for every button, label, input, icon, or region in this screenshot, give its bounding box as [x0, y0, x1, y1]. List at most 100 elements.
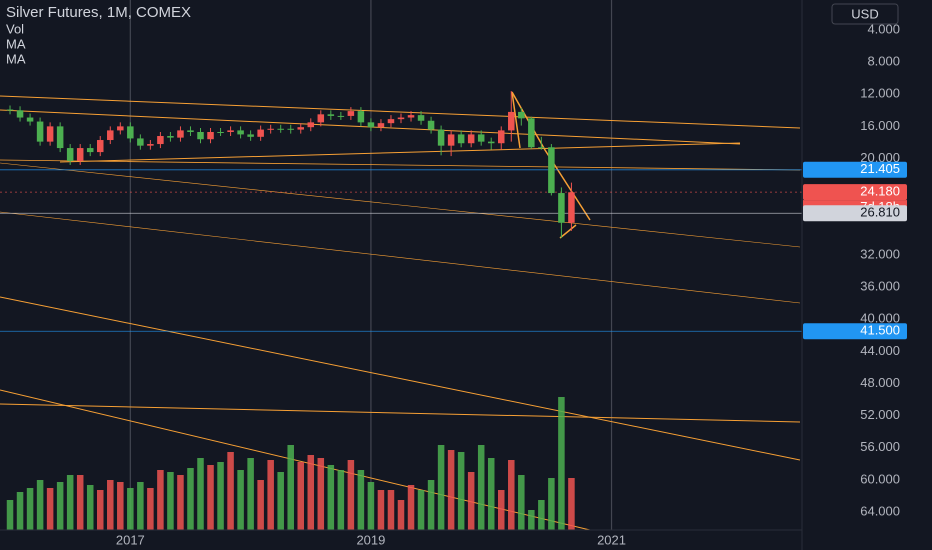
trend-line: [0, 159, 801, 171]
candle-body: [277, 128, 284, 130]
volume-bar: [367, 482, 375, 530]
candle-body: [467, 134, 475, 144]
y-tick-label: 8.000: [867, 54, 900, 69]
candle-body: [237, 130, 244, 135]
volume-bar: [347, 460, 355, 530]
y-tick-label: 56.000: [860, 439, 900, 454]
candle-body: [477, 134, 485, 142]
volume-bar: [267, 460, 274, 530]
candle-body: [56, 126, 64, 149]
currency-label[interactable]: USD: [851, 6, 878, 21]
trend-line: [59, 142, 741, 163]
candle-body: [347, 111, 355, 116]
candle-body: [6, 109, 14, 111]
volume-bar: [457, 452, 465, 530]
volume-bar: [317, 458, 325, 530]
volume-bar: [307, 455, 315, 530]
candle-body: [127, 126, 134, 139]
candle-body: [147, 144, 154, 146]
candle-body: [487, 141, 495, 144]
volume-bar: [518, 475, 525, 530]
volume-bar: [137, 482, 144, 530]
candle-body: [437, 129, 445, 146]
volume-pane: [6, 397, 575, 530]
chart-title: Silver Futures, 1M, COMEX: [6, 4, 191, 21]
volume-bar: [387, 490, 395, 530]
y-tick-label: 36.000: [860, 278, 900, 293]
candle-body: [528, 118, 535, 148]
indicator-label: MA: [6, 36, 26, 51]
y-tick-label: 20.000: [860, 150, 900, 165]
volume-bar: [96, 490, 104, 530]
candle-body: [558, 193, 565, 223]
candle-body: [86, 148, 94, 153]
y-tick-label: 4.000: [867, 21, 900, 36]
volume-bar: [167, 472, 174, 530]
candle-body: [417, 115, 425, 121]
volume-bar: [197, 458, 204, 530]
currency-button[interactable]: [831, 3, 899, 25]
volume-bar: [477, 445, 485, 530]
trend-line: [0, 211, 801, 304]
volume-bar: [437, 445, 445, 530]
price-lines: [0, 169, 802, 332]
price-tag: [803, 205, 907, 222]
candle-body: [76, 148, 84, 161]
candle-body: [377, 123, 385, 128]
y-tick-label: 40.000: [860, 311, 900, 326]
volume-bar: [56, 482, 64, 530]
volume-bar: [117, 482, 124, 530]
candle-body: [337, 115, 345, 117]
candle-body: [307, 122, 315, 128]
candle-body: [26, 117, 34, 122]
volume-bar: [467, 472, 475, 530]
candle-body: [387, 119, 395, 124]
candle-body: [227, 130, 234, 132]
volume-bar: [487, 458, 495, 530]
candle-body: [167, 136, 174, 138]
price-tag-label: 26.810: [860, 205, 900, 220]
price-tag-label: 24.180: [860, 184, 900, 199]
candle-body: [568, 192, 575, 223]
candle-body: [137, 138, 144, 146]
x-tick-label: 2017: [116, 532, 145, 547]
trend-line: [0, 296, 801, 461]
trend-line: [0, 162, 801, 248]
price-tag: [803, 323, 907, 340]
volume-bar: [277, 472, 284, 530]
volume-bar: [357, 470, 365, 530]
y-tick-label: 32.000: [860, 246, 900, 261]
candle-body: [177, 130, 184, 138]
y-tick-label: 12.000: [860, 86, 900, 101]
volume-bar: [36, 480, 44, 530]
candle-body: [207, 131, 214, 140]
trend-line: [511, 91, 521, 149]
candle-body: [197, 131, 204, 140]
candle-body: [317, 114, 325, 123]
volume-bar: [568, 478, 575, 530]
volume-bar: [86, 485, 94, 530]
trend-line: [0, 403, 801, 423]
volume-bar: [26, 488, 34, 530]
y-tick-label: 60.000: [860, 471, 900, 486]
volume-bar: [287, 445, 294, 530]
candle-body: [357, 111, 365, 123]
candles: [6, 91, 575, 239]
volume-bar: [397, 500, 405, 530]
trend-line: [511, 91, 591, 221]
volume-bar: [237, 470, 244, 530]
y-tick-label: 16.000: [860, 118, 900, 133]
volume-bar: [297, 462, 305, 530]
candle-body: [367, 122, 375, 128]
y-tick-label: 48.000: [860, 375, 900, 390]
candle-body: [497, 130, 505, 144]
volume-bar: [16, 492, 24, 530]
y-tick-label: 64.000: [860, 503, 900, 518]
indicator-label: MA: [6, 51, 26, 66]
volume-bar: [427, 480, 435, 530]
volume-bar: [46, 488, 54, 530]
candle-body: [457, 134, 465, 144]
volume-bar: [6, 500, 14, 530]
candle-body: [518, 111, 525, 119]
